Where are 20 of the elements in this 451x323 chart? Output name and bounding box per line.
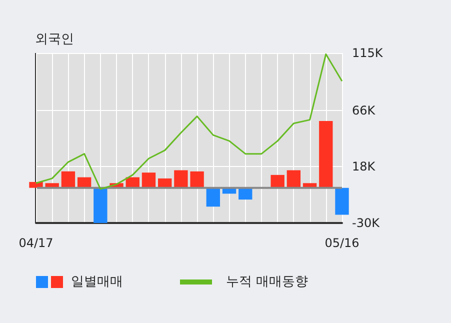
bar — [142, 172, 156, 188]
y-tick-label: 115K — [352, 46, 384, 60]
legend-label: 일별매매 — [71, 274, 123, 290]
bar — [94, 188, 108, 223]
chart-title: 외국인 — [35, 32, 74, 47]
bar — [335, 188, 349, 215]
bar — [270, 174, 284, 188]
bar — [29, 182, 43, 188]
bar — [319, 121, 333, 188]
bar — [206, 188, 220, 207]
bar — [61, 171, 76, 188]
bar — [174, 170, 188, 188]
y-tick-label: 66K — [352, 103, 376, 118]
legend-label: 누적 매매동향 — [226, 274, 308, 290]
bar — [286, 170, 301, 188]
x-tick-label: 04/17 — [18, 236, 54, 250]
bar — [190, 171, 204, 188]
x-tick-label: 05/16 — [324, 236, 360, 250]
y-tick-label: -30K — [352, 216, 381, 230]
y-tick-label: 18K — [352, 160, 376, 174]
